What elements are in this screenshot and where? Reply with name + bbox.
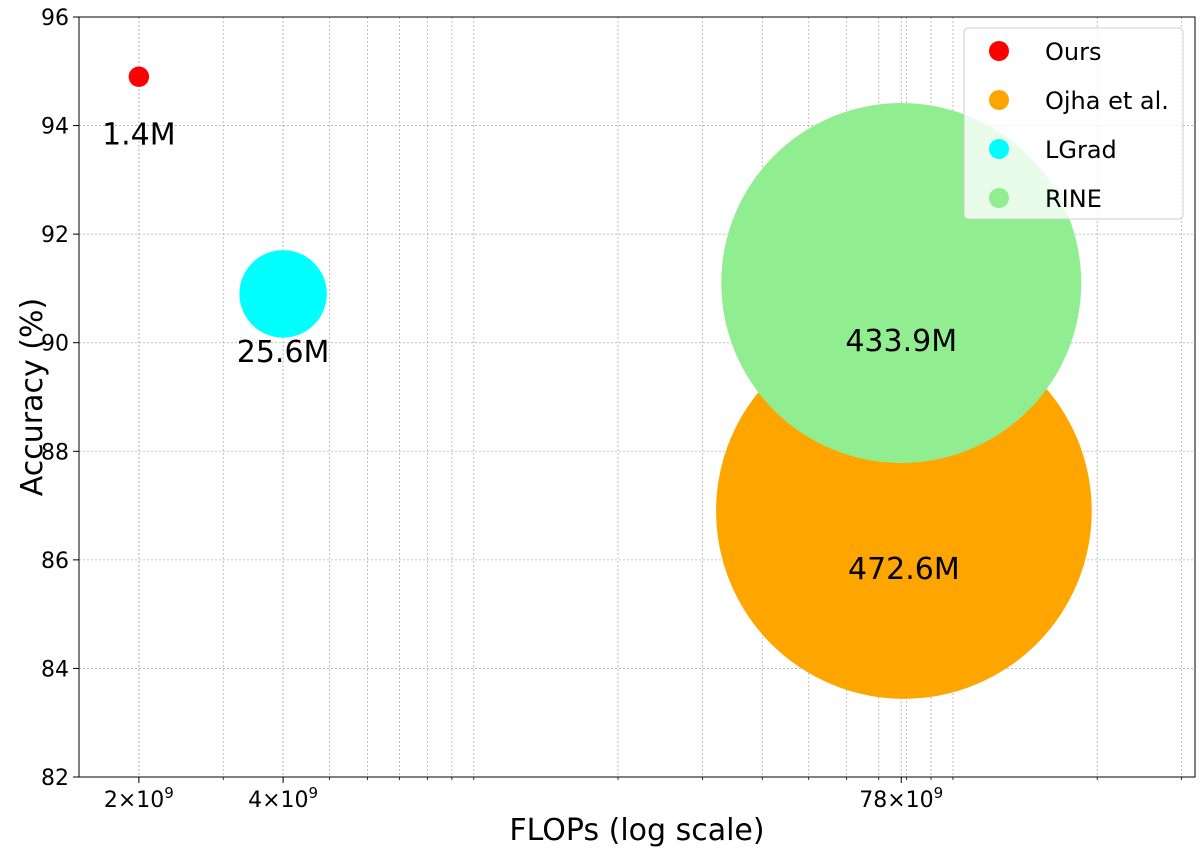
y-tick-label: 82: [41, 766, 69, 791]
legend-marker: [989, 139, 1009, 159]
legend-box: [963, 27, 1184, 220]
legend-label: Ojha et al.: [1045, 87, 1169, 115]
legend-label: RINE: [1045, 185, 1102, 213]
legend-label: LGrad: [1045, 136, 1117, 164]
bubble-size-label: 433.9M: [845, 324, 957, 359]
legend-marker: [989, 90, 1009, 110]
y-tick-label: 92: [41, 223, 69, 248]
x-tick-label: 78×109: [859, 784, 943, 813]
bubble-ours: [128, 66, 150, 87]
y-tick-label: 84: [41, 657, 69, 682]
bubble-size-label: 472.6M: [848, 552, 960, 587]
y-axis-title: Accuracy (%): [15, 298, 50, 496]
y-tick-label: 88: [41, 440, 69, 465]
x-tick-label: 4×109: [248, 784, 318, 813]
legend-marker: [989, 188, 1009, 208]
y-tick-label: 96: [41, 6, 69, 31]
plot-frame: [78, 16, 1196, 778]
x-tick-label: 2×109: [104, 784, 174, 813]
legend-marker: [989, 41, 1009, 61]
bubbles: [128, 66, 1092, 699]
bubble-lgrad: [239, 250, 327, 338]
legend-label: Ours: [1045, 38, 1101, 66]
y-tick-label: 90: [41, 332, 69, 357]
y-tick-label: 94: [41, 115, 69, 140]
y-tick-label: 86: [41, 549, 69, 574]
bubble-labels: 1.4M 472.6M 25.6M 433.9M: [102, 118, 960, 587]
legend: Ours Ojha et al. LGrad RINE: [963, 27, 1184, 220]
bubble-size-label: 25.6M: [237, 335, 330, 370]
bubble-size-label: 1.4M: [102, 118, 176, 153]
axis-ticks: 82 84 86 88 90 92 94 96 2×109 4×109 78×109: [41, 6, 1182, 813]
x-axis-title: FLOPs (log scale): [509, 813, 764, 848]
